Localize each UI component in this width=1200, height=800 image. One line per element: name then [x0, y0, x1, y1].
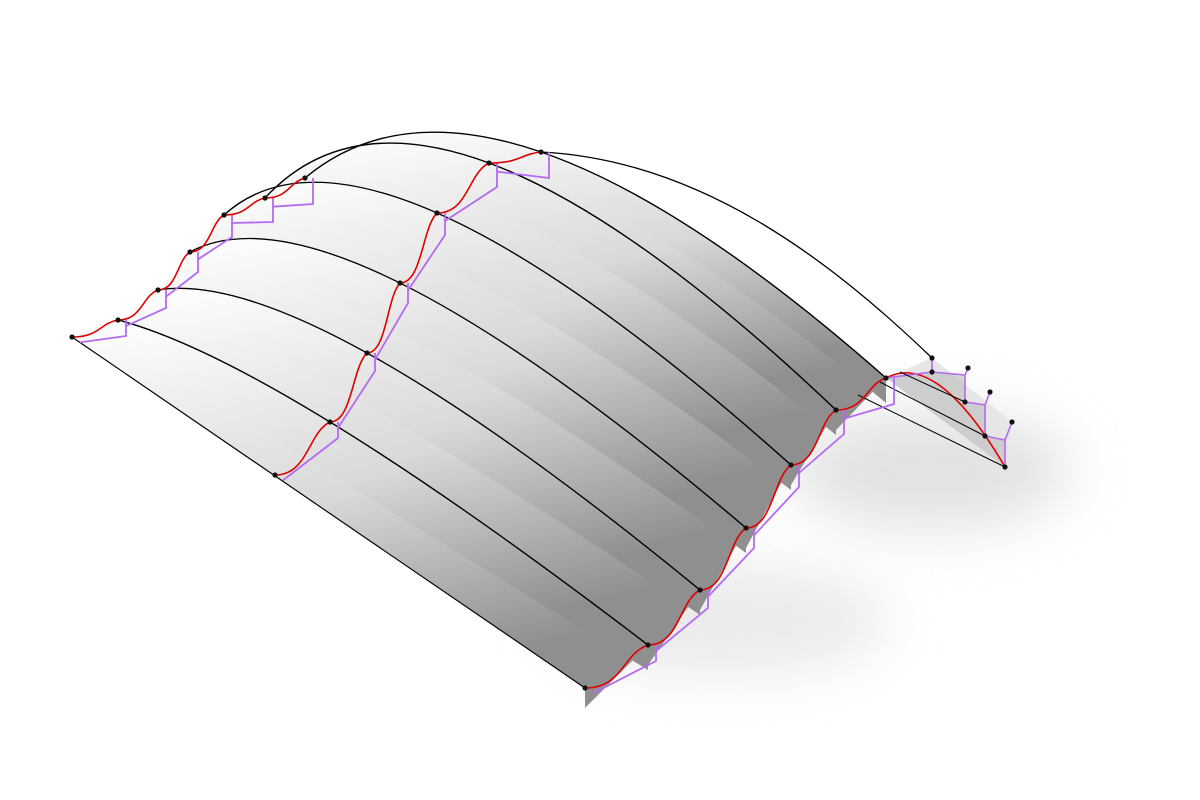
control-point: [272, 472, 278, 478]
step-edge: [592, 378, 895, 695]
vault-band: [265, 143, 836, 435]
control-point: [434, 210, 440, 216]
control-points: [69, 149, 1015, 691]
control-point: [987, 389, 993, 395]
vault-band: [224, 182, 791, 490]
step-edge: [79, 178, 314, 344]
control-point: [883, 375, 889, 381]
control-point: [364, 350, 370, 356]
vault-band: [72, 320, 648, 708]
control-point: [788, 462, 794, 468]
vault-band: [158, 288, 700, 615]
control-point: [486, 160, 492, 166]
control-point: [645, 642, 651, 648]
control-point: [155, 287, 161, 293]
back-edge: [540, 151, 933, 359]
vault-band: [118, 320, 648, 670]
control-point: [1002, 464, 1008, 470]
control-point: [743, 525, 749, 531]
profile-curve: [885, 372, 1006, 468]
control-point: [221, 212, 227, 218]
control-point: [697, 587, 703, 593]
control-point: [115, 317, 121, 323]
control-point: [929, 355, 935, 361]
control-point: [397, 280, 403, 286]
control-point: [833, 407, 839, 413]
control-point: [262, 195, 268, 201]
control-point: [538, 149, 544, 155]
control-point: [929, 369, 935, 375]
control-point: [327, 419, 333, 425]
ground-edge: [71, 336, 586, 689]
end-bay: [886, 372, 1005, 467]
vault-band: [190, 238, 746, 553]
control-point: [582, 685, 588, 691]
control-point: [982, 433, 988, 439]
step-edge: [282, 152, 550, 482]
control-point: [302, 175, 308, 181]
control-point: [965, 365, 971, 371]
control-point: [962, 399, 968, 405]
control-point: [1009, 419, 1015, 425]
control-point: [187, 249, 193, 255]
control-point: [69, 334, 75, 340]
vault-surface: [72, 132, 886, 708]
